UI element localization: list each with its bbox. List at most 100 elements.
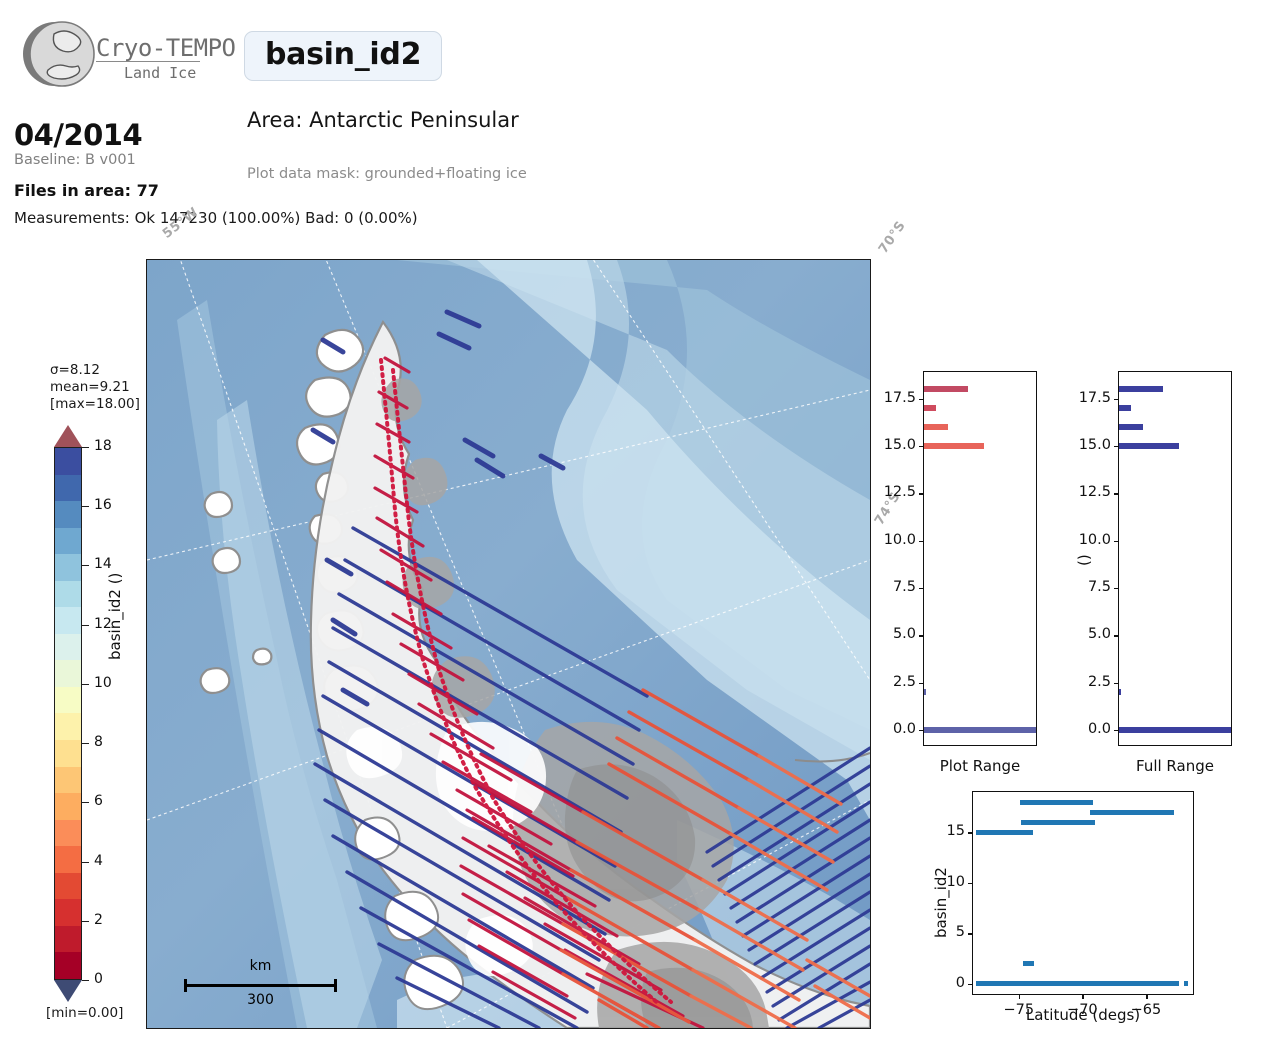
histogram-bar — [924, 442, 985, 449]
colorbar-tick — [82, 565, 89, 567]
baseline-label: Baseline: B v001 — [14, 152, 136, 168]
logo-title: Cryo-TEMPO — [96, 34, 236, 62]
y-tick-label: 0.0 — [892, 720, 916, 737]
y-tick-label: 0 — [955, 974, 965, 991]
y-tick — [1114, 540, 1119, 543]
colorbar-swatch-4 — [55, 554, 81, 581]
x-tick-label: −75 — [1003, 1002, 1035, 1018]
histogram-bar — [1119, 386, 1163, 393]
plot-range-histogram[interactable]: Plot Range 0.0 2.5 5.0 7.5 10.0 12.5 15.0 17.5 — [884, 371, 1037, 775]
colorbar-swatch-17 — [55, 899, 81, 926]
y-tick — [919, 398, 924, 401]
histogram-bar — [1119, 404, 1132, 411]
colorbar-tick — [82, 624, 89, 626]
map-scalebar: km 300 — [184, 958, 337, 1008]
y-tick-label: 5.0 — [892, 626, 916, 643]
full-range-histogram[interactable]: Full Range 0.0 2.5 5.0 7.5 10.0 12.5 15.0 17.5 — [1079, 371, 1232, 775]
histogram-bar — [924, 386, 968, 393]
colorbar-gradient — [54, 447, 82, 980]
colorbar-swatch-9 — [55, 686, 81, 714]
globe-icon — [23, 21, 95, 87]
y-tick-label: 10.0 — [883, 531, 916, 548]
y-tick-label: 12.5 — [883, 484, 916, 501]
y-tick-label: 5.0 — [1087, 626, 1111, 643]
histogram-bar — [1119, 442, 1180, 449]
y-tick-label: 15 — [946, 823, 965, 840]
colorbar-swatch-15 — [55, 846, 81, 873]
colorbar-tick-label: 18 — [94, 438, 112, 454]
y-tick — [1114, 635, 1119, 637]
scatter-ylabel: basin_id2 — [932, 867, 950, 938]
colorbar-tick — [82, 802, 89, 804]
colorbar-tick-label: 2 — [94, 911, 103, 928]
colorbar-tick — [82, 861, 89, 863]
colorbar-swatch-2 — [55, 501, 81, 528]
y-tick-label: 7.5 — [1087, 578, 1111, 595]
y-tick — [919, 682, 924, 685]
colorbar-swatch-16 — [55, 872, 81, 900]
histogram-bar — [924, 688, 926, 695]
colorbar-tick — [82, 683, 89, 685]
histogram-bar — [1119, 726, 1231, 733]
histogram-bar — [924, 423, 948, 430]
colorbar-tick — [82, 447, 89, 448]
y-tick-label: 0.0 — [1087, 720, 1111, 737]
y-tick-label: 12.5 — [1078, 484, 1111, 501]
measurements-label: Measurements: Ok 147230 (100.00%) Bad: 0… — [14, 209, 418, 227]
map-panel[interactable]: km 300 — [146, 259, 871, 1029]
histogram-bar — [924, 726, 1036, 733]
colorbar-tick — [82, 980, 89, 981]
histogram-bar — [924, 404, 937, 411]
colorbar-swatch-13 — [55, 793, 81, 820]
full-range-xlabel: Full Range — [1136, 757, 1214, 775]
y-tick-label: 10.0 — [1078, 531, 1111, 548]
x-tick — [1145, 994, 1148, 999]
colorbar-tick-label: 12 — [94, 615, 112, 632]
colorbar-tick — [82, 920, 89, 922]
scatter-segment — [1184, 981, 1188, 987]
y-tick — [919, 493, 924, 495]
colorbar-swatch-12 — [55, 766, 81, 794]
colorbar-axis-label: basin_id2 () — [106, 572, 124, 660]
x-tick — [1018, 994, 1021, 999]
y-tick-label: 17.5 — [1078, 389, 1111, 406]
scatter-segment — [1020, 799, 1093, 805]
colorbar-swatch-11 — [55, 740, 81, 767]
parameter-badge[interactable]: basin_id2 — [244, 31, 443, 81]
cryo-tempo-logo — [14, 12, 214, 94]
colorbar[interactable]: 18 16 14 12 10 8 6 4 2 0 — [54, 425, 112, 1002]
area-title: Area: Antarctic Peninsular — [247, 108, 519, 132]
plot-range-xlabel: Plot Range — [939, 757, 1021, 775]
colorbar-min-note: [min=0.00] — [46, 1005, 124, 1021]
y-tick — [1114, 682, 1119, 685]
colorbar-under-arrow — [54, 980, 82, 1002]
colorbar-swatch-18 — [55, 925, 81, 953]
y-tick — [919, 635, 924, 637]
y-tick — [968, 933, 973, 935]
y-tick — [1114, 398, 1119, 401]
scatter-segment — [975, 981, 1179, 987]
y-tick — [1114, 587, 1119, 590]
colorbar-swatch-19 — [55, 952, 81, 979]
colorbar-over-arrow — [54, 425, 82, 447]
colorbar-swatch-5 — [55, 580, 81, 608]
y-tick-label: 2.5 — [892, 673, 916, 690]
y-tick-label: 15.0 — [883, 436, 916, 453]
plot-data-mask-note: Plot data mask: grounded+floating ice — [247, 166, 527, 182]
colorbar-swatch-6 — [55, 607, 81, 634]
colorbar-tick-label: 6 — [94, 793, 103, 810]
colorbar-swatch-8 — [55, 660, 81, 687]
y-tick-label: 7.5 — [892, 578, 916, 595]
colorbar-swatch-14 — [55, 819, 81, 847]
y-tick-label: 10 — [946, 873, 965, 890]
date-label: 04/2014 — [14, 118, 143, 152]
y-tick — [1114, 729, 1119, 732]
colorbar-tick-label: 0 — [94, 971, 103, 987]
scatter-segment — [1021, 819, 1096, 825]
basin-id2-vs-latitude-plot[interactable]: Latitude (degs) 0 5 10 15 −75 −70 −65 — [947, 791, 1194, 1024]
histogram-bar — [1119, 688, 1121, 695]
histogram-bar — [1119, 423, 1143, 430]
y-tick — [919, 445, 924, 448]
y-tick — [1114, 445, 1119, 448]
map-render — [147, 260, 870, 1028]
